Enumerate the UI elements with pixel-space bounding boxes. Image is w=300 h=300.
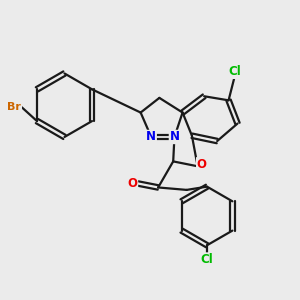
Text: N: N: [169, 130, 179, 143]
Text: O: O: [197, 158, 207, 171]
Text: Cl: Cl: [201, 253, 213, 266]
Text: Br: Br: [8, 102, 21, 112]
Text: N: N: [146, 130, 156, 143]
Text: Cl: Cl: [228, 65, 241, 78]
Text: O: O: [128, 177, 137, 190]
